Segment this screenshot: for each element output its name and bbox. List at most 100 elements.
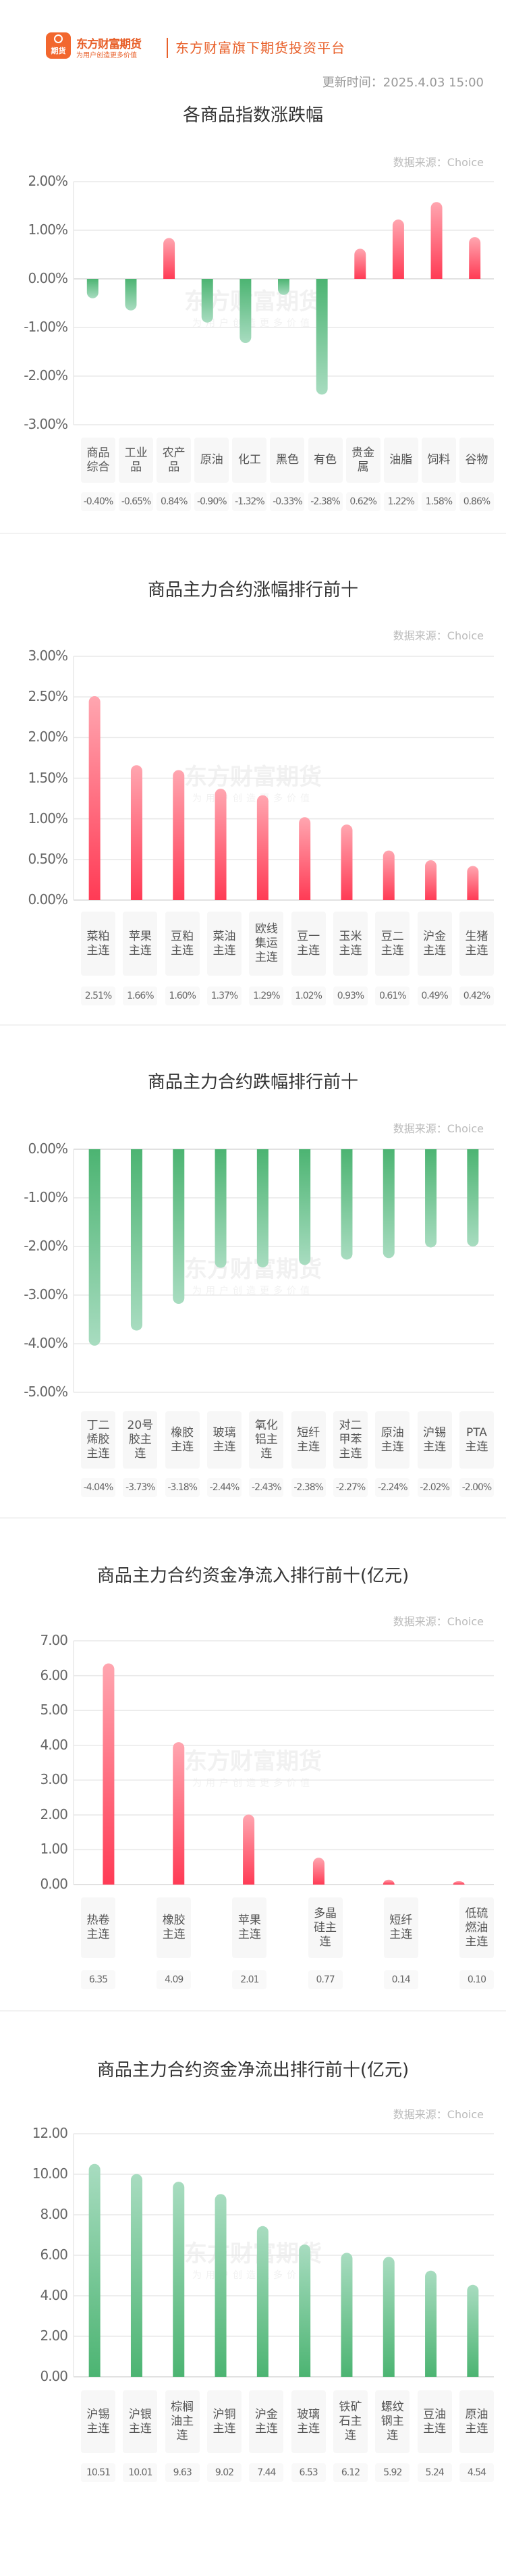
bar [173,1149,185,1304]
bar [467,866,479,900]
category-label: 玻璃 主连 [291,2390,326,2453]
data-source: 数据来源：Choice [393,156,484,169]
watermark: 东方财富期货 为用户创造更多价值 [0,1743,506,1789]
value-label: 1.60% [165,987,200,1005]
category-label: 沪银 主连 [123,2390,158,2453]
value-label: 10.51 [81,2463,115,2482]
bar [256,1149,269,1267]
category-label: 贵金 属 [345,438,381,483]
bar [299,1149,311,1265]
value-label: 0.84% [157,492,192,511]
category-label: 铁矿 石主 连 [333,2390,368,2453]
bar [425,860,437,900]
bar [299,817,311,900]
value-label: -0.33% [270,492,305,511]
bar [215,789,227,900]
bar [299,2244,311,2377]
data-source: 数据来源：Choice [393,2108,484,2121]
watermark-slogan: 为用户创造更多价值 [192,793,314,804]
bar [125,279,137,311]
value-label: 1.66% [123,987,158,1005]
bar [467,2284,479,2377]
bar [453,1881,465,1885]
logo-icon: 期货 [46,32,71,59]
data-source: 数据来源：Choice [393,629,484,642]
y-tick-label: -1.00% [24,319,68,335]
value-label: 6.35 [81,1970,115,1989]
value-label: 5.24 [417,2463,452,2482]
category-label: 玉米 主连 [333,912,368,976]
value-label: -2.27% [333,1478,368,1497]
chart-title: 商品主力合约资金净流入排行前十(亿元) [96,1566,410,1586]
bar [425,2270,437,2377]
value-label: -2.24% [375,1478,410,1497]
bar [312,1858,325,1885]
value-label: -3.18% [165,1478,200,1497]
category-label: 短纤 主连 [383,1897,418,1958]
category-label: 黑色 [270,438,305,483]
bar [88,1149,101,1346]
logo-slogan: 为用户创造更多价值 [76,52,137,59]
value-label-row: 10.51 10.01 9.63 9.02 7.44 6.53 6.12 5.92 5.24 4.… [81,2463,494,2482]
chart-title: 商品主力合约涨幅排行前十 [147,580,358,600]
y-tick-label: 1.50% [28,769,68,786]
value-label: 1.29% [249,987,284,1005]
y-tick-label: 0.00% [28,270,68,286]
y-tick-label: 6.00 [40,2246,68,2263]
watermark-slogan: 为用户创造更多价值 [192,318,314,329]
value-label: 2.01 [232,1970,267,1989]
category-label: 橡胶 主连 [165,1411,200,1469]
value-label: 0.14 [383,1970,418,1989]
value-label: 1.02% [291,987,326,1005]
value-label: -2.38% [308,492,343,511]
bar [173,770,185,900]
value-label: 0.61% [375,987,410,1005]
category-label: 对二 甲苯 主连 [333,1411,368,1469]
category-label-row: 菜粕 主连 苹果 主连 豆粕 主连 菜油 主连 欧线 集运 主连 豆一 主连 玉米 主连 豆二… [81,912,494,976]
value-label: 1.37% [206,987,242,1005]
watermark-slogan: 为用户创造更多价值 [192,1286,314,1296]
category-label: 20号 胶主 连 [123,1411,158,1469]
category-label: 菜油 主连 [206,912,242,976]
y-tick-label: 6.00 [40,1666,68,1683]
bar [173,2182,185,2377]
bar [383,1149,395,1259]
y-tick-label: 3.00 [40,1771,68,1788]
chart-title: 商品主力合约跌幅排行前十 [147,1072,358,1093]
logo-divider [167,38,168,58]
y-tick-label: 1.00% [28,810,68,826]
y-tick-label: -2.00% [24,367,68,384]
y-tick-label: 0.00 [40,2368,68,2384]
category-label: 油脂 [383,438,418,483]
category-label: 商品 综合 [81,438,115,483]
value-label: 0.10 [459,1970,494,1989]
y-tick-label: 12.00 [32,2125,68,2141]
section-divider [0,533,506,534]
category-label: 短纤 主连 [291,1411,326,1469]
category-label: 原油 [194,438,229,483]
y-tick-label: 3.00% [28,648,68,664]
bar [341,824,353,900]
value-label: 1.22% [383,492,418,511]
value-label: 0.62% [345,492,381,511]
value-label: -4.04% [81,1478,115,1497]
watermark-slogan: 为用户创造更多价值 [192,2270,314,2281]
bar [130,765,142,900]
value-label: 0.49% [417,987,452,1005]
y-tick-label: 0.00% [28,891,68,908]
logo-emblem-icon [54,34,63,43]
bar [383,2257,395,2377]
value-label: 9.02 [206,2463,242,2482]
watermark: 东方财富期货 为用户创造更多价值 [0,758,506,805]
value-label: -2.44% [206,1478,242,1497]
category-label: 苹果 主连 [232,1897,267,1958]
category-label: 沪锡 主连 [417,1411,452,1469]
category-label: 沪金 主连 [249,2390,284,2453]
y-tick-label: 2.00% [28,173,68,189]
bar [341,2253,353,2377]
y-tick-label: -5.00% [24,1384,68,1400]
